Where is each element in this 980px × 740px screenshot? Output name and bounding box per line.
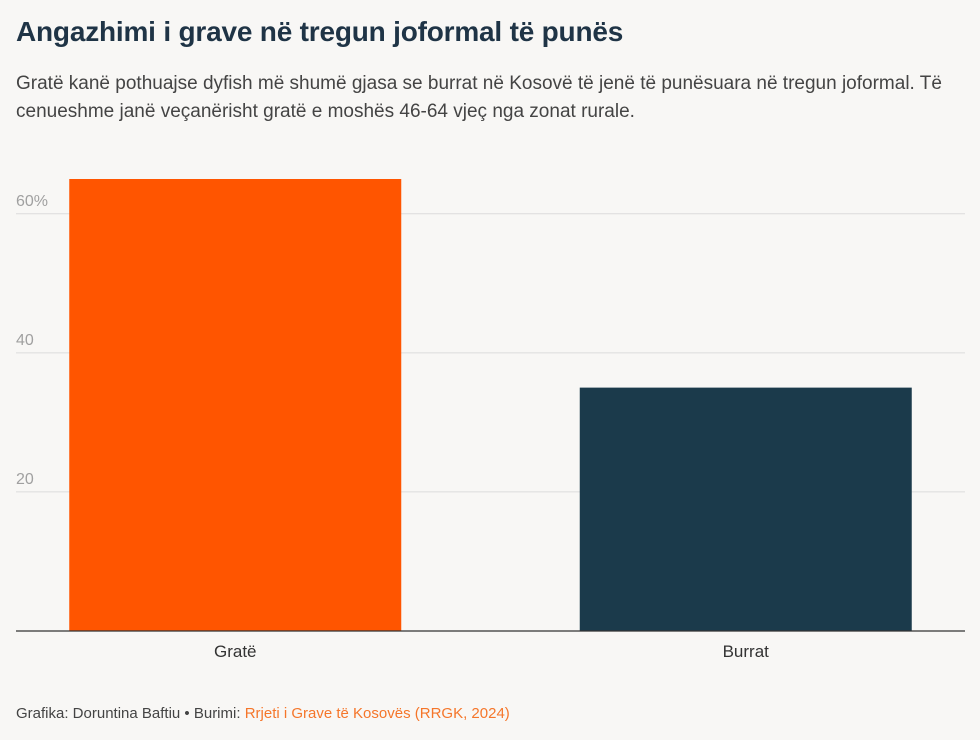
bar-burrat	[579, 387, 912, 631]
y-tick-label: 20	[16, 471, 34, 488]
chart-subtitle: Gratë kanë pothuajse dyfish më shumë gja…	[16, 73, 942, 122]
footer: Grafika: Doruntina Baftiu • Burimi: Rrje…	[16, 705, 510, 722]
x-category-label: Burrat	[723, 642, 770, 661]
footer-separator: •	[180, 705, 194, 722]
bars	[69, 179, 912, 631]
source-link[interactable]: Rrjeti i Grave të Kosovës (RRGK, 2024)	[244, 705, 510, 722]
bar-gratë	[69, 179, 402, 631]
y-tick-label: 60%	[16, 193, 48, 210]
x-category-label: Gratë	[214, 642, 257, 661]
footer-source-label: Burimi:	[193, 705, 245, 722]
chart-title: Angazhimi i grave në tregun joformal të …	[16, 16, 624, 47]
y-axis-ticks: 20 40 60%	[16, 193, 48, 488]
x-axis-labels: Gratë Burrat	[214, 642, 769, 661]
footer-credit: Grafika: Doruntina Baftiu	[16, 705, 181, 722]
y-tick-label: 40	[16, 332, 34, 349]
